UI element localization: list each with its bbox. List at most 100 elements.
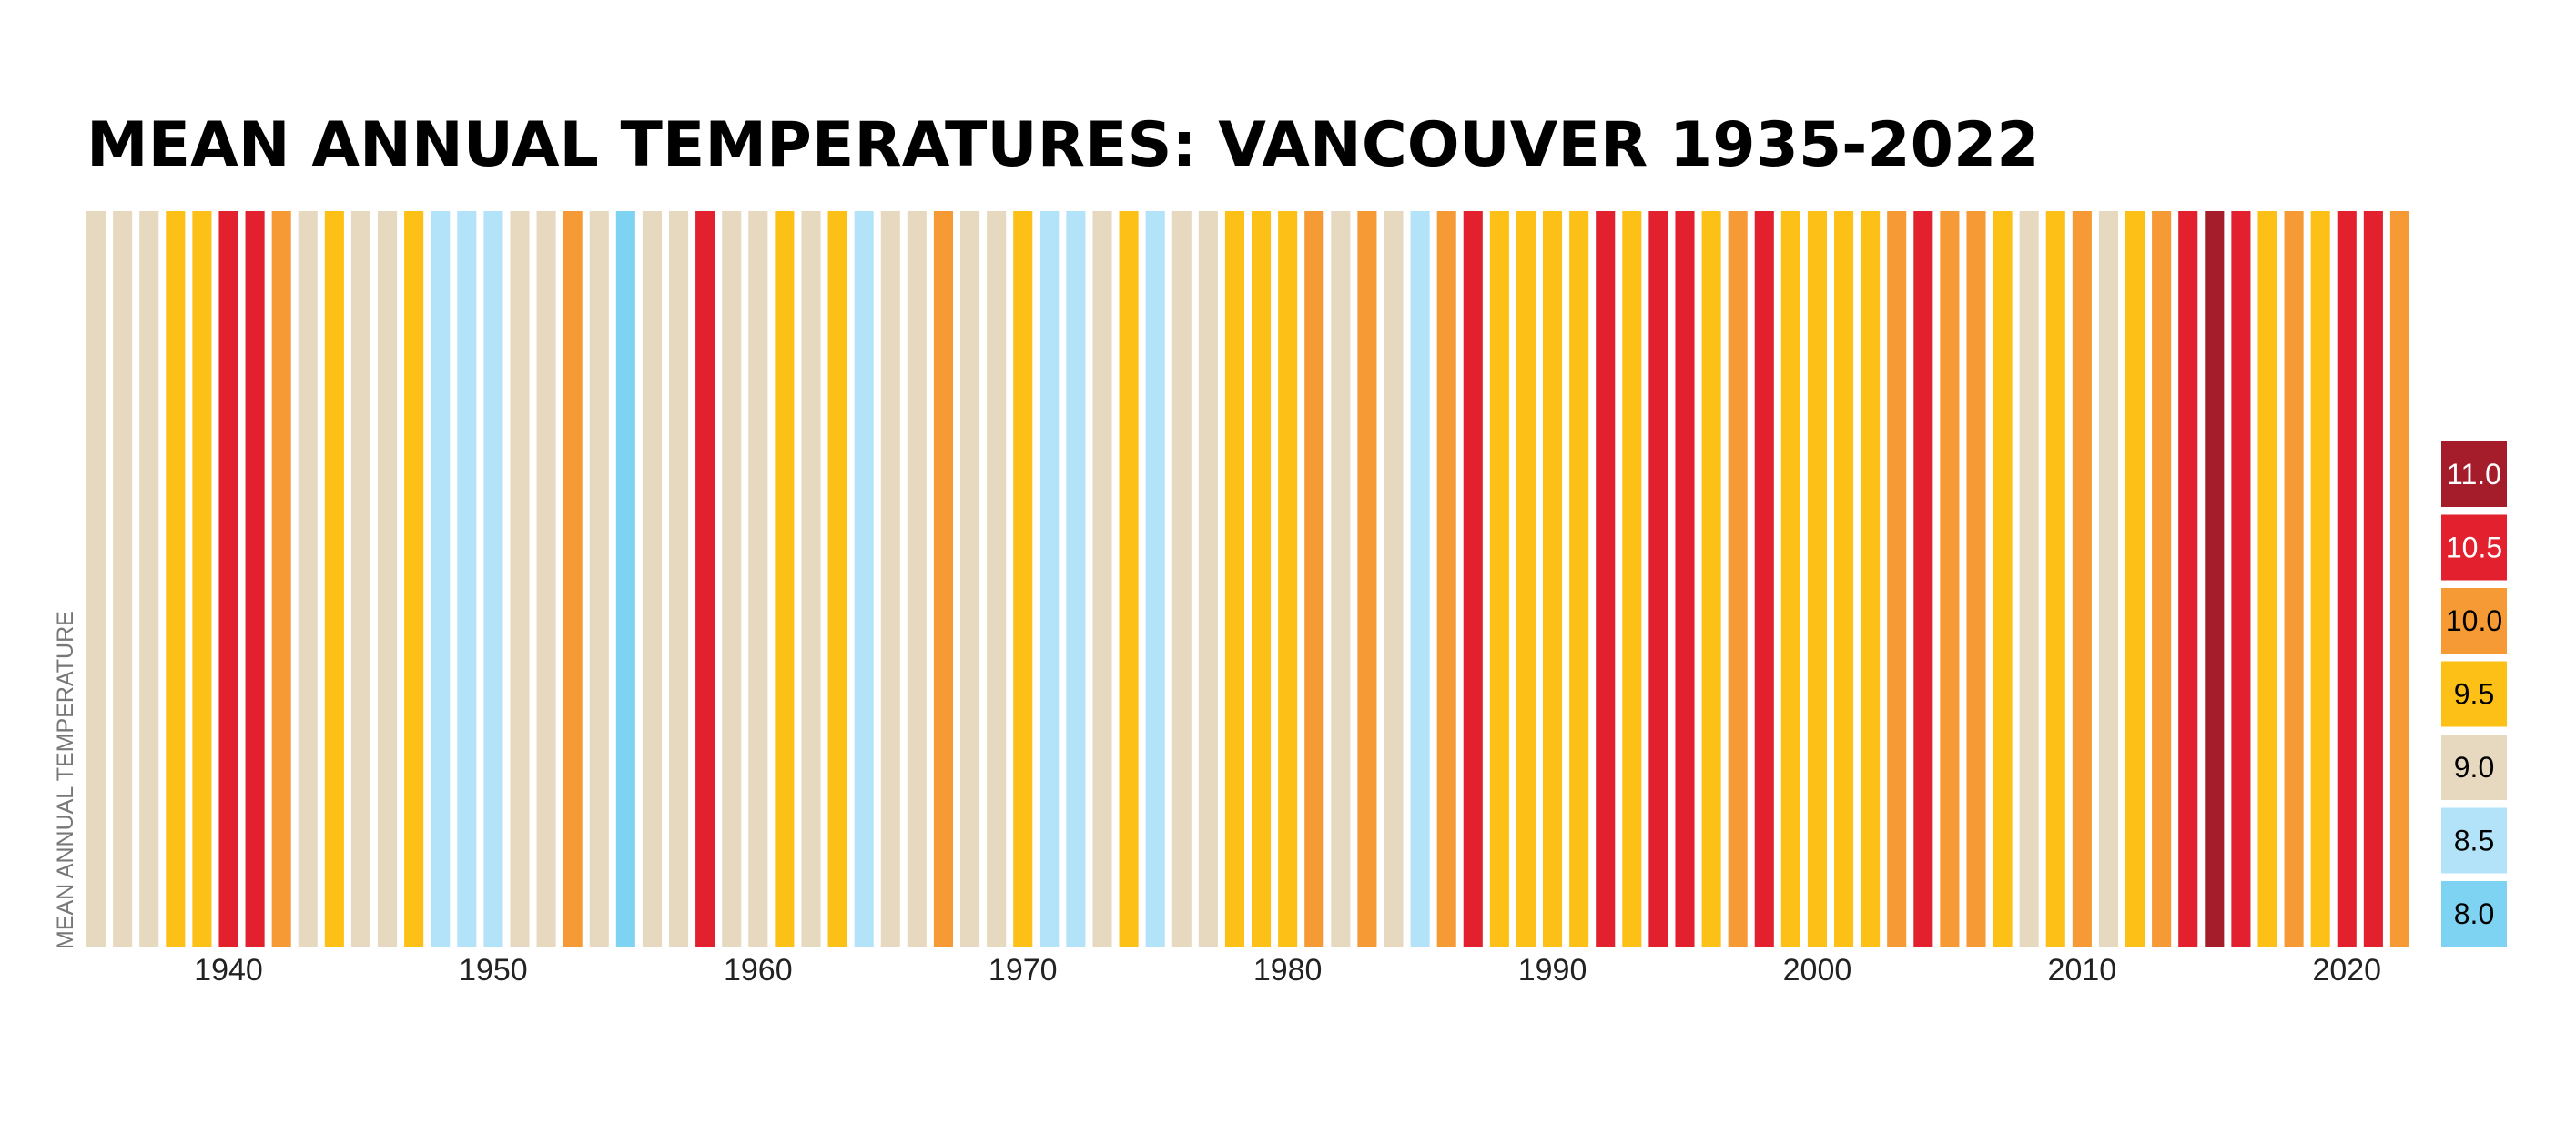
x-tick-label: 2000: [1783, 953, 1852, 988]
stripe-1979: [1252, 211, 1272, 947]
stripe-2018: [2284, 211, 2304, 947]
stripe-2017: [2257, 211, 2277, 947]
stripe-1937: [139, 211, 159, 947]
stripe-1991: [1569, 211, 1589, 947]
stripe-2020: [2337, 211, 2357, 947]
stripe-2019: [2310, 211, 2330, 947]
legend-swatch: [2441, 588, 2507, 654]
stripe-2007: [1993, 211, 2013, 947]
legend-label: 11.0: [2447, 458, 2501, 491]
stripe-1958: [695, 211, 715, 947]
stripe-2022: [2389, 211, 2409, 947]
stripe-1963: [827, 211, 847, 947]
stripes-group: [86, 211, 2409, 947]
stripe-1949: [457, 211, 477, 947]
x-tick-label: 1960: [724, 953, 793, 988]
stripe-2001: [1834, 211, 1854, 947]
legend-swatch: [2441, 881, 2507, 947]
x-tick-label: 2020: [2312, 953, 2381, 988]
stripe-1995: [1675, 211, 1695, 947]
stripe-1962: [801, 211, 821, 947]
legend-swatch: [2441, 661, 2507, 727]
stripe-1986: [1436, 211, 1456, 947]
stripe-1941: [245, 211, 265, 947]
stripe-2011: [2098, 211, 2118, 947]
stripe-2012: [2125, 211, 2145, 947]
stripe-1978: [1224, 211, 1244, 947]
stripe-1972: [1066, 211, 1086, 947]
x-tick-label: 1980: [1253, 953, 1323, 988]
stripe-1969: [987, 211, 1007, 947]
stripe-1990: [1543, 211, 1563, 947]
stripe-1950: [483, 211, 503, 947]
stripe-2005: [1940, 211, 1960, 947]
legend-label: 9.5: [2454, 678, 2494, 711]
stripe-1994: [1648, 211, 1668, 947]
stripe-1955: [615, 211, 635, 947]
stripe-2008: [2019, 211, 2039, 947]
legend-swatch: [2441, 441, 2507, 507]
stripe-1983: [1357, 211, 1377, 947]
stripe-1980: [1278, 211, 1298, 947]
stripe-1939: [192, 211, 212, 947]
stripe-1959: [722, 211, 742, 947]
stripe-1973: [1092, 211, 1112, 947]
stripe-1947: [404, 211, 424, 947]
stripe-1938: [166, 211, 186, 947]
stripe-1943: [298, 211, 318, 947]
color-legend: 11.0 10.5 10.0 9.5 9.0 8.5 8.0: [2441, 441, 2507, 947]
legend-label: 10.0: [2446, 604, 2502, 637]
stripe-1993: [1622, 211, 1642, 947]
stripe-1970: [1013, 211, 1033, 947]
stripe-1967: [933, 211, 953, 947]
x-tick-label: 1970: [989, 953, 1058, 988]
stripe-1952: [536, 211, 556, 947]
stripe-2002: [1861, 211, 1881, 947]
stripe-1944: [324, 211, 344, 947]
stripe-1946: [378, 211, 398, 947]
stripe-1974: [1119, 211, 1139, 947]
stripe-2004: [1913, 211, 1933, 947]
x-tick-label: 1950: [459, 953, 528, 988]
legend-label: 10.5: [2446, 532, 2502, 564]
stripe-1989: [1516, 211, 1536, 947]
stripe-1956: [642, 211, 662, 947]
stripe-1965: [880, 211, 900, 947]
stripe-2003: [1887, 211, 1907, 947]
stripe-1999: [1780, 211, 1800, 947]
stripe-1953: [563, 211, 583, 947]
stripe-1984: [1384, 211, 1404, 947]
stripe-1964: [854, 211, 874, 947]
stripe-1942: [271, 211, 291, 947]
stripe-1987: [1463, 211, 1483, 947]
legend-label: 9.0: [2454, 751, 2494, 784]
stripe-1966: [907, 211, 927, 947]
stripe-1992: [1596, 211, 1616, 947]
x-axis-ticks: 1940 1950 1960 1970 1980 1990 2000 2010 2020: [194, 953, 2381, 988]
stripe-1968: [960, 211, 980, 947]
stripe-1971: [1040, 211, 1060, 947]
stripe-1982: [1331, 211, 1351, 947]
stripe-1945: [350, 211, 370, 947]
stripe-1975: [1145, 211, 1165, 947]
legend-swatch: [2441, 514, 2507, 581]
stripe-1940: [218, 211, 238, 947]
stripe-2015: [2205, 211, 2225, 947]
stripe-1977: [1198, 211, 1218, 947]
y-axis-label: MEAN ANNUAL TEMPERATURE: [53, 611, 78, 949]
stripe-2016: [2231, 211, 2251, 947]
stripe-1988: [1489, 211, 1509, 947]
stripe-2013: [2152, 211, 2172, 947]
stripe-2014: [2178, 211, 2198, 947]
stripe-1954: [589, 211, 609, 947]
x-tick-label: 2010: [2048, 953, 2117, 988]
stripe-2000: [1807, 211, 1827, 947]
stripe-1960: [748, 211, 768, 947]
stripe-1936: [113, 211, 133, 947]
stripe-1948: [431, 211, 451, 947]
stripe-2010: [2072, 211, 2092, 947]
stripe-2021: [2363, 211, 2383, 947]
stripe-2006: [1966, 211, 1986, 947]
legend-swatch: [2441, 807, 2507, 874]
stripe-1997: [1728, 211, 1748, 947]
